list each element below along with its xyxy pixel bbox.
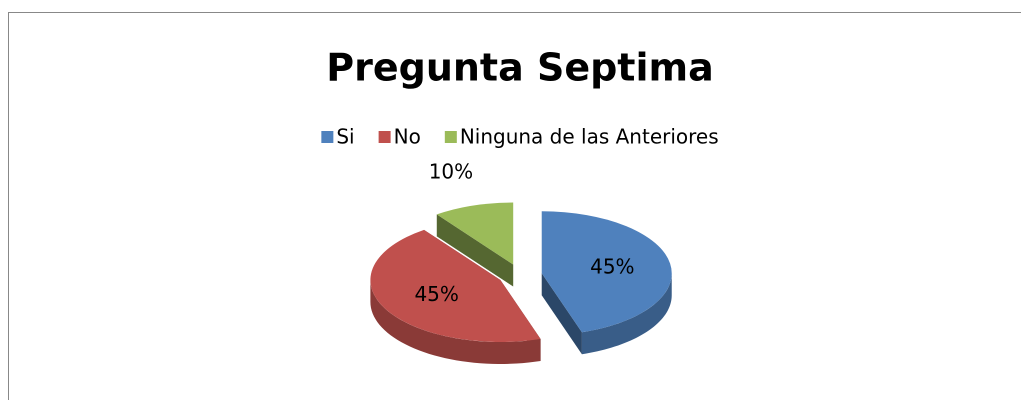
legend-swatch [321, 131, 334, 143]
data-label: 45% [414, 282, 458, 306]
slice-wall [581, 273, 672, 355]
legend-item: Si [321, 125, 355, 149]
pie-slice [541, 211, 672, 355]
slice-top [436, 202, 514, 265]
legend-swatch [378, 131, 391, 143]
slice-side [541, 273, 582, 355]
legend-item: No [378, 125, 421, 149]
slice-top [541, 211, 672, 333]
legend-label: No [394, 125, 421, 149]
slice-top [370, 229, 541, 342]
legend-item: Ninguna de las Anteriores [444, 125, 719, 149]
chart-title: Pregunta Septima [326, 46, 713, 90]
slice-side [436, 214, 514, 287]
legend-label: Ninguna de las Anteriores [460, 125, 719, 149]
pie-slice [436, 202, 514, 287]
data-label: 45% [590, 254, 634, 278]
slice-wall [370, 279, 541, 364]
legend-swatch [444, 131, 457, 143]
data-label: 10% [429, 160, 473, 184]
legend-label: Si [336, 125, 354, 149]
pie-slice [370, 229, 541, 364]
legend: Si No Ninguna de las Anteriores [321, 125, 719, 149]
